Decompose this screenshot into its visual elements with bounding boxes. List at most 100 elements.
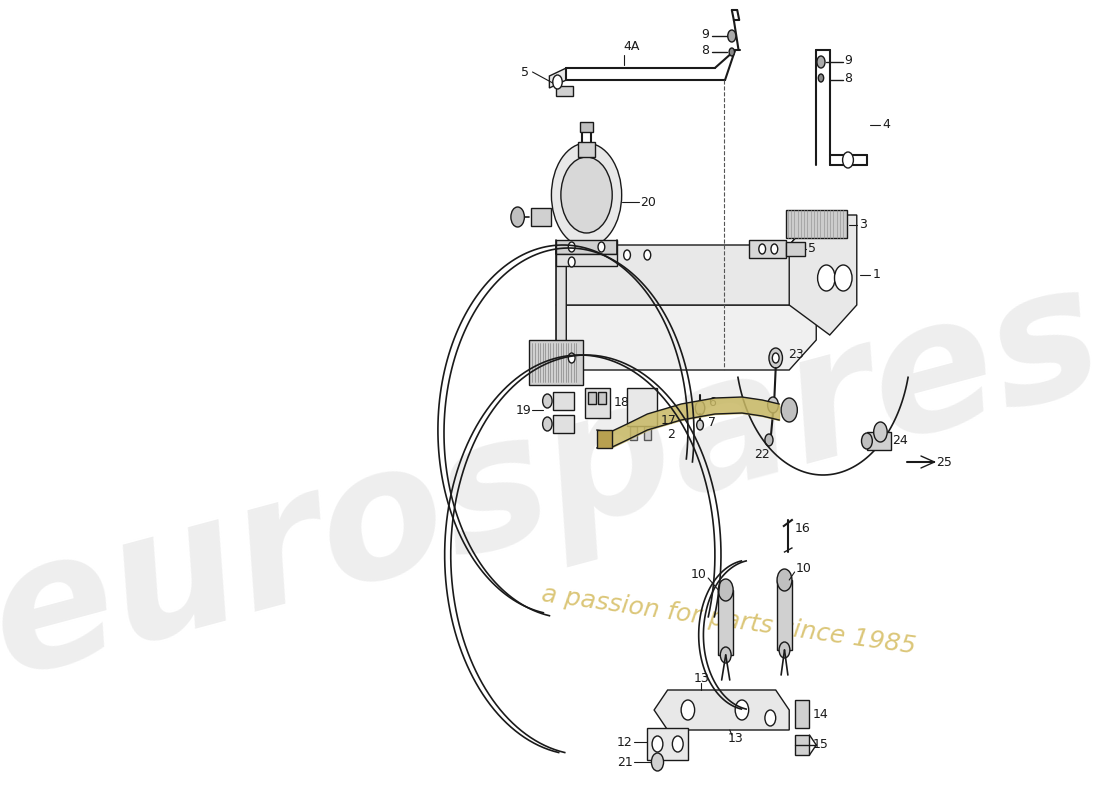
Circle shape — [720, 647, 732, 663]
Text: 13: 13 — [693, 671, 710, 685]
Circle shape — [759, 244, 766, 254]
Text: 8: 8 — [702, 43, 710, 57]
Bar — [777, 580, 792, 650]
Text: 8: 8 — [845, 71, 853, 85]
Bar — [531, 208, 551, 226]
Circle shape — [651, 753, 663, 771]
Circle shape — [771, 244, 778, 254]
Circle shape — [569, 242, 575, 252]
Text: 21: 21 — [617, 755, 632, 769]
Polygon shape — [557, 86, 573, 96]
Circle shape — [695, 401, 705, 415]
Circle shape — [817, 56, 825, 68]
Text: 10: 10 — [691, 569, 707, 582]
Text: 18: 18 — [614, 395, 629, 409]
Polygon shape — [647, 728, 688, 760]
Circle shape — [696, 420, 703, 430]
Polygon shape — [557, 215, 816, 305]
Polygon shape — [644, 426, 651, 440]
Circle shape — [542, 394, 552, 408]
Bar — [580, 122, 593, 132]
Text: 6: 6 — [708, 395, 716, 409]
Text: 12: 12 — [617, 735, 632, 749]
Circle shape — [510, 207, 525, 227]
Text: 1: 1 — [872, 269, 880, 282]
Circle shape — [769, 348, 782, 368]
Circle shape — [768, 397, 779, 413]
Circle shape — [843, 152, 854, 168]
Bar — [579, 142, 595, 157]
Circle shape — [652, 736, 663, 752]
Polygon shape — [630, 426, 637, 440]
Bar — [596, 430, 612, 448]
Text: 9: 9 — [702, 27, 710, 41]
Circle shape — [861, 433, 872, 449]
Text: 4A: 4A — [624, 41, 640, 54]
Bar — [553, 415, 574, 433]
Text: 14: 14 — [813, 707, 828, 721]
Bar — [794, 735, 810, 755]
Circle shape — [561, 157, 613, 233]
Text: 5: 5 — [521, 66, 529, 78]
Bar — [627, 388, 658, 426]
Text: 4: 4 — [882, 118, 890, 131]
Text: 16: 16 — [794, 522, 811, 534]
Circle shape — [818, 74, 824, 82]
Text: 17: 17 — [661, 414, 676, 426]
Circle shape — [781, 398, 798, 422]
Circle shape — [569, 353, 575, 363]
Text: 25: 25 — [936, 455, 953, 469]
Bar — [585, 388, 609, 418]
Circle shape — [728, 30, 736, 42]
Text: 15: 15 — [813, 738, 828, 751]
Circle shape — [553, 75, 562, 89]
Circle shape — [735, 700, 749, 720]
Bar — [557, 254, 617, 266]
Circle shape — [551, 143, 622, 247]
Bar — [529, 340, 583, 385]
Circle shape — [644, 250, 651, 260]
Bar — [553, 392, 574, 410]
Text: 2: 2 — [668, 429, 675, 442]
Circle shape — [764, 710, 776, 726]
Circle shape — [764, 434, 773, 446]
Bar — [794, 700, 810, 728]
Text: 9: 9 — [845, 54, 853, 66]
Bar — [785, 242, 805, 256]
Polygon shape — [557, 245, 566, 380]
Circle shape — [672, 736, 683, 752]
Bar — [867, 432, 891, 450]
Text: 10: 10 — [796, 562, 812, 574]
Text: 23: 23 — [788, 349, 804, 362]
Text: 3: 3 — [859, 218, 867, 231]
Circle shape — [777, 569, 792, 591]
Text: 20: 20 — [640, 195, 657, 209]
Bar — [785, 210, 847, 238]
Circle shape — [835, 265, 852, 291]
Bar — [718, 590, 733, 655]
Polygon shape — [557, 275, 816, 370]
Circle shape — [779, 642, 790, 658]
Polygon shape — [549, 68, 566, 88]
Circle shape — [718, 579, 733, 601]
Polygon shape — [749, 240, 785, 258]
Circle shape — [817, 265, 835, 291]
Circle shape — [598, 242, 605, 252]
Circle shape — [624, 250, 630, 260]
Text: 13: 13 — [727, 731, 742, 745]
Circle shape — [569, 257, 575, 267]
Text: a passion for parts since 1985: a passion for parts since 1985 — [540, 582, 917, 658]
Circle shape — [772, 353, 779, 363]
Text: eurospares: eurospares — [0, 247, 1100, 713]
Bar — [557, 240, 617, 254]
Circle shape — [729, 48, 735, 56]
Text: 7: 7 — [708, 415, 716, 429]
Circle shape — [542, 417, 552, 431]
Polygon shape — [789, 215, 857, 335]
Circle shape — [873, 422, 888, 442]
Circle shape — [681, 700, 694, 720]
Bar — [598, 392, 606, 404]
Text: 24: 24 — [892, 434, 909, 446]
Text: 22: 22 — [755, 449, 770, 462]
Text: 19: 19 — [516, 403, 531, 417]
